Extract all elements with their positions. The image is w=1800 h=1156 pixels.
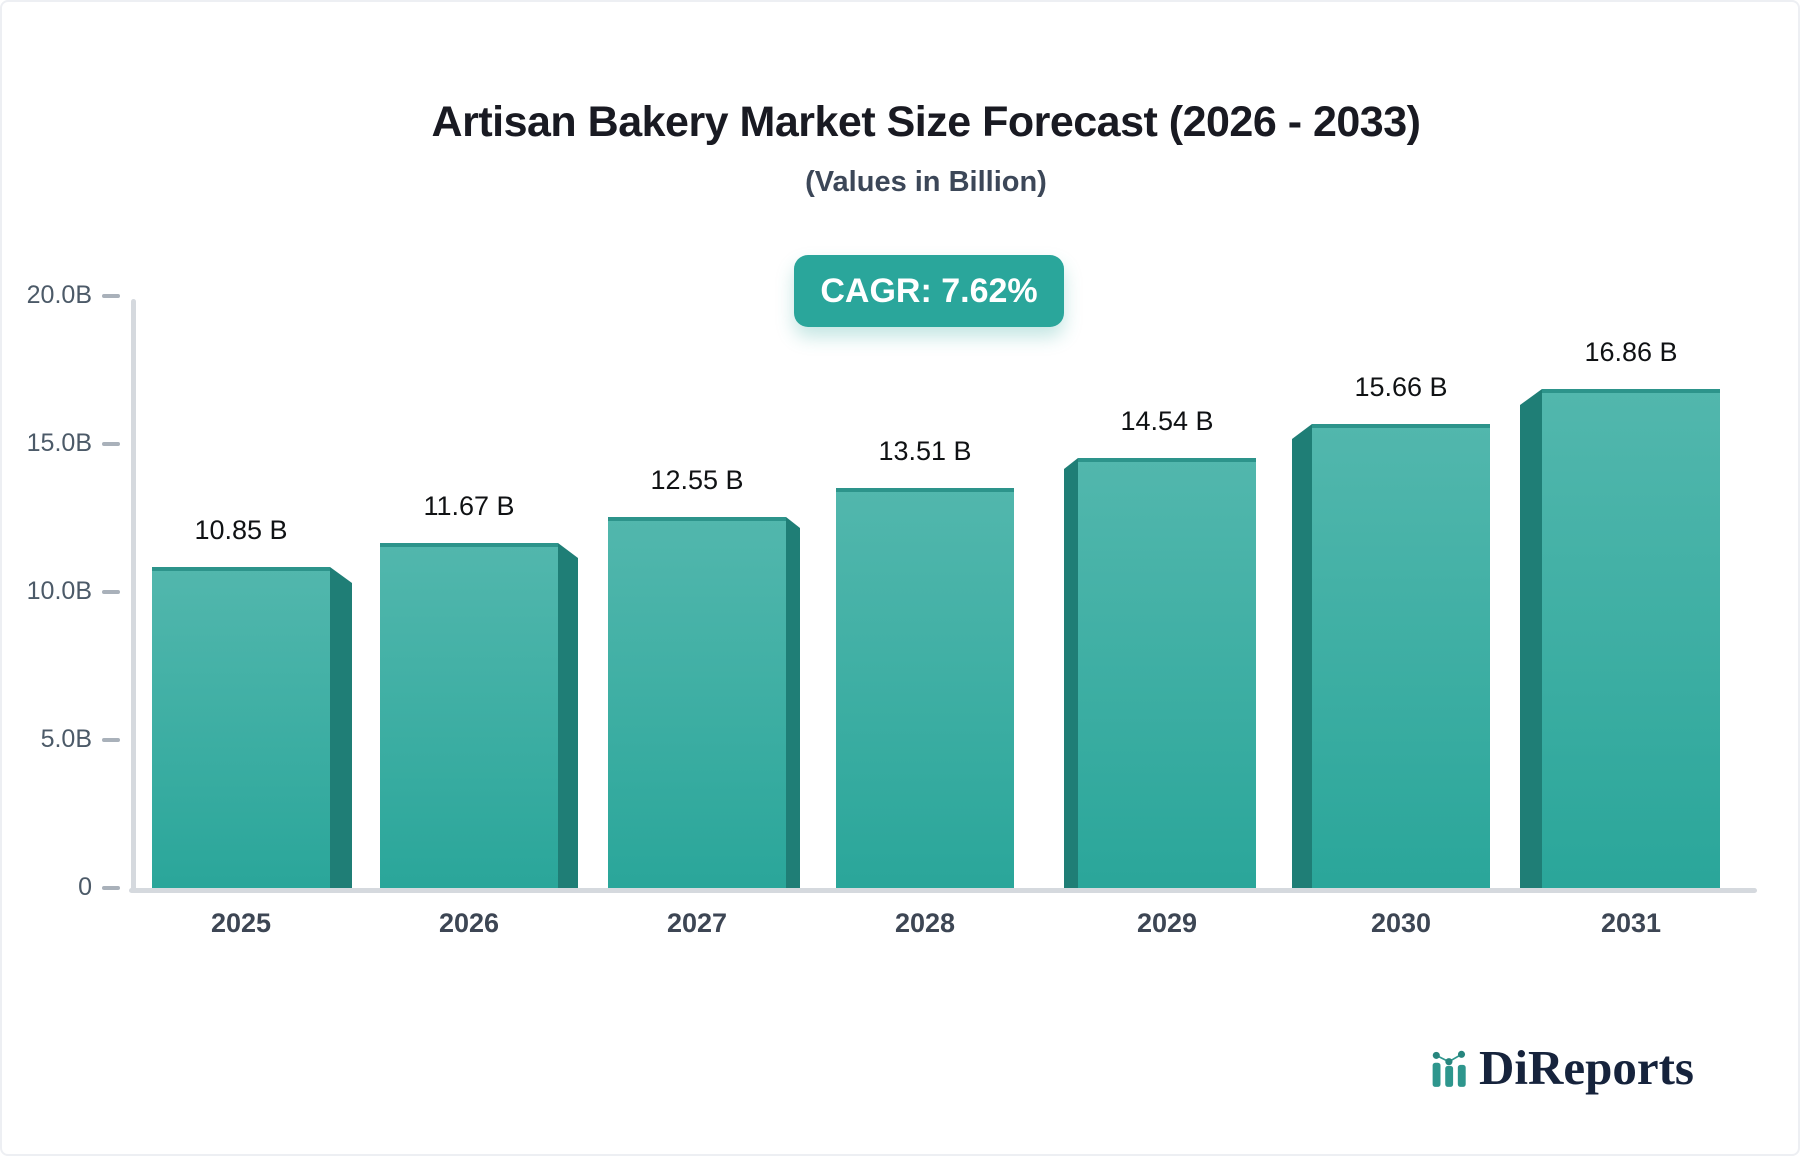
bar-top-edge — [608, 517, 786, 521]
bar-value-label: 14.54 B — [1120, 406, 1214, 436]
y-axis-label: 0 — [78, 873, 92, 901]
y-tick-mark — [102, 886, 120, 890]
x-axis-label-2030: 2030 — [1370, 908, 1432, 938]
mini-bar-chart-icon — [1432, 1050, 1466, 1087]
x-axis-label-2026: 2026 — [438, 908, 500, 938]
bar-2026 — [380, 543, 558, 888]
bar-2025 — [152, 567, 330, 888]
y-tick-mark — [102, 442, 120, 446]
bar-3d-side — [558, 543, 578, 888]
y-tick-mark — [102, 738, 120, 742]
bar-top-edge — [152, 567, 330, 571]
y-axis-label: 15.0B — [26, 429, 92, 457]
bar-value-label: 15.66 B — [1354, 372, 1448, 402]
bar-2030 — [1312, 424, 1490, 888]
bar-2031 — [1542, 389, 1720, 888]
x-axis-label-2025: 2025 — [210, 908, 272, 938]
y-axis-label: 5.0B — [40, 725, 92, 753]
bar-3d-side — [1292, 424, 1312, 888]
bar-2029 — [1078, 458, 1256, 888]
x-axis-label-2031: 2031 — [1600, 908, 1662, 938]
x-axis-line — [129, 888, 1757, 893]
x-axis-label-2028: 2028 — [894, 908, 956, 938]
chart-subtitle: (Values in Billion) — [805, 166, 1047, 198]
y-axis-label: 20.0B — [26, 281, 92, 309]
bar-2027 — [608, 517, 786, 888]
logo-text: DiReports — [1478, 1040, 1694, 1095]
bar-top-edge — [1312, 424, 1490, 428]
bar-value-label: 16.86 B — [1584, 337, 1678, 367]
bar-3d-side — [1520, 389, 1542, 888]
y-tick-mark — [102, 590, 120, 594]
y-axis-label: 10.0B — [26, 577, 92, 605]
bar-3d-side — [786, 517, 800, 888]
chart-title: Artisan Bakery Market Size Forecast (202… — [431, 98, 1421, 146]
x-axis-label-2029: 2029 — [1136, 908, 1198, 938]
bar-top-edge — [836, 488, 1014, 492]
bar-3d-side — [330, 567, 352, 888]
bar-2028 — [836, 488, 1014, 888]
bar-value-label: 12.55 B — [650, 465, 744, 495]
cagr-badge: CAGR: 7.62% — [794, 255, 1064, 327]
x-axis-label-2027: 2027 — [666, 908, 728, 938]
bar-3d-side — [1064, 458, 1078, 888]
y-tick-mark — [102, 294, 120, 298]
y-axis-line — [131, 299, 136, 893]
bar-top-edge — [380, 543, 558, 547]
brand-logo: DiReports — [1430, 1043, 1694, 1092]
bar-value-label: 13.51 B — [878, 436, 972, 466]
bar-top-edge — [1078, 458, 1256, 462]
bar-value-label: 11.67 B — [423, 491, 515, 521]
bar-value-label: 10.85 B — [194, 515, 288, 545]
bar-top-edge — [1542, 389, 1720, 393]
